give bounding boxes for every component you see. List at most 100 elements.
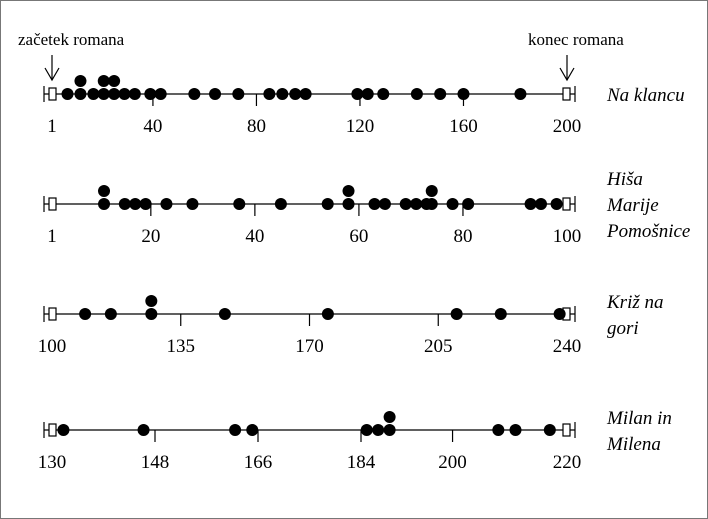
- tick-label: 160: [449, 116, 478, 137]
- tick-label: 40: [143, 116, 162, 137]
- data-point: [342, 198, 355, 210]
- data-point: [129, 198, 142, 210]
- data-point: [446, 198, 459, 210]
- data-point: [321, 308, 334, 320]
- data-point: [462, 198, 475, 210]
- data-point: [514, 88, 527, 100]
- data-point: [108, 75, 121, 87]
- data-point: [492, 424, 505, 436]
- data-point: [399, 198, 412, 210]
- row-title-line: Milan in: [606, 408, 672, 429]
- data-point: [378, 198, 391, 210]
- start-marker-box: [48, 87, 57, 101]
- tick-label: 200: [553, 116, 582, 137]
- tick-label: 184: [347, 452, 376, 473]
- row-title-line: gori: [607, 318, 639, 339]
- data-point: [543, 424, 556, 436]
- timeline-row: 1 20 40 60 80 100 Hiša Marije Pomošnice: [43, 169, 690, 247]
- data-point: [145, 295, 158, 307]
- tick-label: 1: [47, 226, 57, 247]
- data-point: [160, 198, 173, 210]
- row-title-line: Križ na: [606, 292, 664, 313]
- row-title-line: Milena: [606, 434, 661, 455]
- data-point: [74, 75, 87, 87]
- data-point: [209, 88, 222, 100]
- data-point: [434, 88, 447, 100]
- data-point: [509, 424, 522, 436]
- tick-label: 40: [245, 226, 264, 247]
- data-point: [360, 424, 373, 436]
- data-point: [351, 88, 364, 100]
- data-point: [108, 88, 121, 100]
- tick-label: 120: [346, 116, 375, 137]
- tick-label: 20: [141, 226, 160, 247]
- timeline-row: 100 135 170 205 240 Križ na gori: [38, 292, 664, 357]
- start-marker-label: začetek romana: [18, 30, 125, 49]
- data-point: [289, 88, 302, 100]
- tick-label: 80: [247, 116, 266, 137]
- tick-label: 170: [295, 336, 324, 357]
- data-point: [457, 88, 470, 100]
- data-point: [550, 198, 563, 210]
- data-point: [299, 88, 312, 100]
- end-marker-box: [562, 197, 571, 211]
- data-point: [321, 198, 334, 210]
- data-point: [79, 308, 92, 320]
- data-point: [410, 88, 423, 100]
- end-marker-label: konec romana: [528, 30, 624, 49]
- data-point: [553, 308, 566, 320]
- data-point: [425, 198, 438, 210]
- tick-label: 100: [38, 336, 67, 357]
- data-point: [154, 88, 167, 100]
- start-arrow-icon: [44, 55, 60, 82]
- tick-label: 80: [453, 226, 472, 247]
- data-point: [118, 198, 131, 210]
- row-title-line: Na klancu: [606, 85, 685, 106]
- data-point: [263, 88, 276, 100]
- data-point: [97, 75, 110, 87]
- tick-label: 148: [141, 452, 170, 473]
- end-arrow-icon: [559, 55, 575, 82]
- timeline-row: 130 148 166 184 200 220 Milan in Milena: [38, 408, 672, 473]
- data-point: [74, 88, 87, 100]
- start-marker-box: [48, 307, 57, 321]
- data-point: [233, 198, 246, 210]
- data-point: [144, 88, 157, 100]
- tick-label: 166: [244, 452, 273, 473]
- start-marker-box: [48, 197, 57, 211]
- row-title-line: Hiša: [606, 169, 643, 190]
- data-point: [368, 198, 381, 210]
- row-title-line: Marije: [606, 195, 659, 216]
- tick-label: 240: [553, 336, 582, 357]
- data-point: [534, 198, 547, 210]
- data-point: [128, 88, 141, 100]
- data-point: [383, 424, 396, 436]
- tick-label: 135: [167, 336, 196, 357]
- data-point: [97, 88, 110, 100]
- data-point: [372, 424, 385, 436]
- data-point: [57, 424, 70, 436]
- data-point: [342, 185, 355, 197]
- row-title-line: Pomošnice: [606, 221, 690, 242]
- data-point: [450, 308, 463, 320]
- data-point: [139, 198, 152, 210]
- tick-label: 100: [553, 226, 582, 247]
- data-point: [383, 411, 396, 423]
- tick-label: 200: [438, 452, 467, 473]
- data-point: [494, 308, 507, 320]
- tick-label: 130: [38, 452, 67, 473]
- data-point: [87, 88, 100, 100]
- data-point: [118, 88, 131, 100]
- data-point: [274, 198, 287, 210]
- data-point: [145, 308, 158, 320]
- data-point: [104, 308, 117, 320]
- data-point: [232, 88, 245, 100]
- end-marker-box: [562, 87, 571, 101]
- timeline-row: 1 40 80 120 160 200 Na klancu: [43, 75, 685, 137]
- tick-label: 220: [553, 452, 582, 473]
- data-point: [524, 198, 537, 210]
- data-point: [361, 88, 374, 100]
- data-point: [186, 198, 199, 210]
